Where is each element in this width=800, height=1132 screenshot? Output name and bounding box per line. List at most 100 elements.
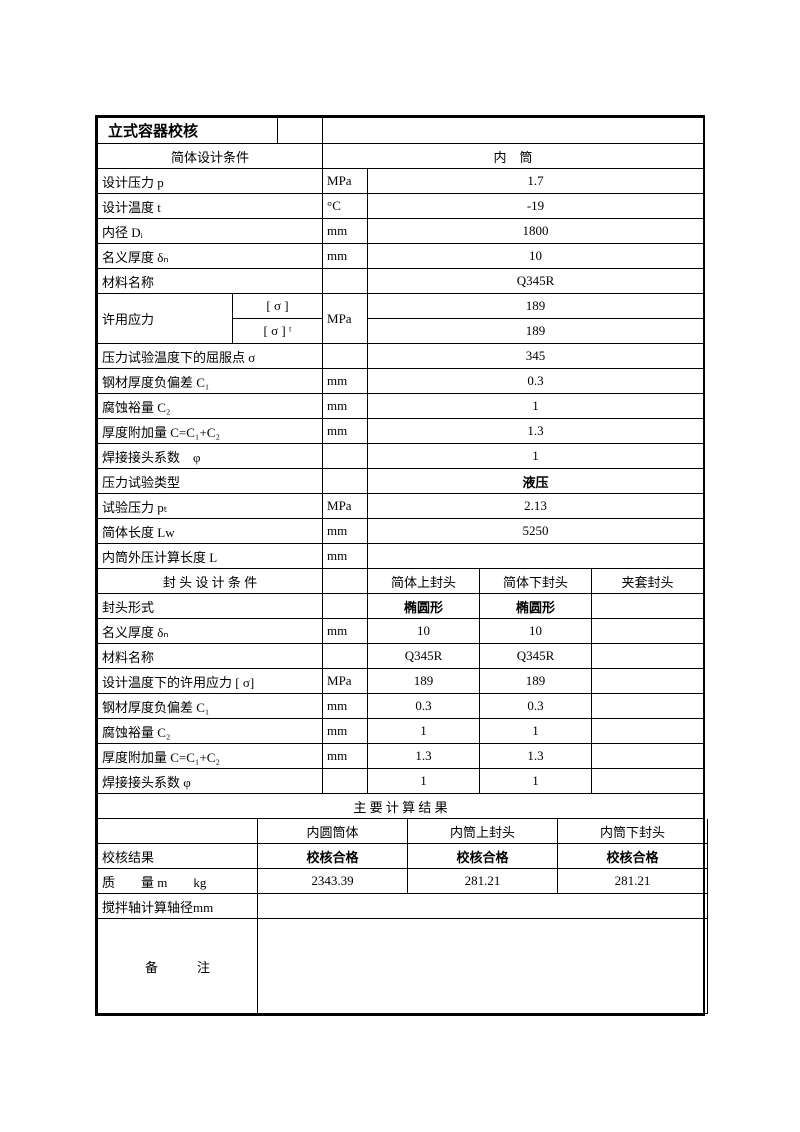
section1-header-row: 简体设计条件 内 筒 <box>98 144 704 169</box>
row-unit: mm <box>323 369 368 394</box>
row-label: 压力试验类型 <box>98 469 323 494</box>
row-unit <box>323 469 368 494</box>
title-blank-2 <box>323 118 704 144</box>
row-unit: mm <box>323 244 368 269</box>
row-v3 <box>592 694 704 719</box>
row-value: 1 <box>368 444 704 469</box>
row-unit: mm <box>323 719 368 744</box>
row-label: 内筒外压计算长度 L <box>98 544 323 569</box>
row-value: Q345R <box>368 269 704 294</box>
table-row: 质 量 m kg 2343.39 281.21 281.21 <box>98 869 708 894</box>
row-v2: 189 <box>480 669 592 694</box>
row-v1: 1.3 <box>368 744 480 769</box>
results-col-3: 内筒下封头 <box>558 819 708 844</box>
shaft-row: 搅拌轴计算轴径mm <box>98 894 708 919</box>
table-row: 压力试验温度下的屈服点 σ 345 <box>98 344 704 369</box>
row-v1: 校核合格 <box>258 844 408 869</box>
row-v3 <box>592 644 704 669</box>
row-label: 材料名称 <box>98 644 323 669</box>
section2-header: 封 头 设 计 条 件 <box>98 569 323 594</box>
title-blank-1 <box>278 118 323 144</box>
page: 立式容器校核 简体设计条件 内 筒 设计压力 p MPa 1.7 设计温度 t … <box>0 0 800 1132</box>
row-label: 名义厚度 δₙ <box>98 619 323 644</box>
row-v2: 1 <box>480 719 592 744</box>
row-unit: mm <box>323 394 368 419</box>
remarks-row: 备 注 <box>98 919 708 1014</box>
row-unit: °C <box>323 194 368 219</box>
row-value: 1.3 <box>368 419 704 444</box>
row-label: 焊接接头系数 φ <box>98 769 323 794</box>
row-label: 质 量 m kg <box>98 869 258 894</box>
shaft-label: 搅拌轴计算轴径mm <box>98 894 258 919</box>
row-label: 厚度附加量 C=C₁+C₂ <box>98 744 323 769</box>
table-row: 设计温度下的许用应力 [ σ] MPa 189 189 <box>98 669 704 694</box>
remarks-value <box>258 919 708 1014</box>
section2-blank <box>323 569 368 594</box>
head-col-1: 简体上封头 <box>368 569 480 594</box>
row-v2: Q345R <box>480 644 592 669</box>
allow-stress-row-1: 许用应力 [ σ ] MPa 189 <box>98 294 704 319</box>
row-unit <box>323 644 368 669</box>
section1-header-left: 简体设计条件 <box>98 144 323 169</box>
row-label: 校核结果 <box>98 844 258 869</box>
results-col-1: 内圆筒体 <box>258 819 408 844</box>
shaft-value <box>258 894 708 919</box>
row-v2: 校核合格 <box>408 844 558 869</box>
table-row: 压力试验类型 液压 <box>98 469 704 494</box>
section2-header-row: 封 头 设 计 条 件 简体上封头 简体下封头 夹套封头 <box>98 569 704 594</box>
row-v2: 281.21 <box>408 869 558 894</box>
row-value: 1 <box>368 394 704 419</box>
table-row: 焊接接头系数 φ 1 1 <box>98 769 704 794</box>
row-label: 简体长度 Lw <box>98 519 323 544</box>
row-v3: 校核合格 <box>558 844 708 869</box>
row-v3 <box>592 744 704 769</box>
results-header: 主 要 计 算 结 果 <box>98 794 704 819</box>
row-value: 5250 <box>368 519 704 544</box>
row-unit: mm <box>323 519 368 544</box>
row-v2: 10 <box>480 619 592 644</box>
verification-sheet: 立式容器校核 简体设计条件 内 筒 设计压力 p MPa 1.7 设计温度 t … <box>95 115 705 1016</box>
row-value: 1800 <box>368 219 704 244</box>
row-value: 液压 <box>368 469 704 494</box>
row-label: 厚度附加量 C=C₁+C₂ <box>98 419 323 444</box>
row-v1: 189 <box>368 669 480 694</box>
row-v1: Q345R <box>368 644 480 669</box>
row-label: 钢材厚度负偏差 C₁ <box>98 694 323 719</box>
row-v1: 2343.39 <box>258 869 408 894</box>
allow-stress-sigma-t: [ σ ] ᵗ <box>233 319 323 344</box>
row-value: 1.7 <box>368 169 704 194</box>
allow-stress-val2: 189 <box>368 319 704 344</box>
row-label: 试验压力 pₜ <box>98 494 323 519</box>
row-v3 <box>592 594 704 619</box>
row-label: 名义厚度 δₙ <box>98 244 323 269</box>
row-v1: 椭圆形 <box>368 594 480 619</box>
row-unit <box>323 344 368 369</box>
row-value: 10 <box>368 244 704 269</box>
row-unit: mm <box>323 419 368 444</box>
row-label: 设计温度下的许用应力 [ σ] <box>98 669 323 694</box>
row-unit: MPa <box>323 669 368 694</box>
main-table: 立式容器校核 简体设计条件 内 筒 设计压力 p MPa 1.7 设计温度 t … <box>97 117 704 819</box>
row-label: 压力试验温度下的屈服点 σ <box>98 344 323 369</box>
table-row: 厚度附加量 C=C₁+C₂ mm 1.3 <box>98 419 704 444</box>
sheet-title: 立式容器校核 <box>98 118 278 144</box>
row-label: 焊接接头系数 φ <box>98 444 323 469</box>
row-unit <box>323 269 368 294</box>
results-blank <box>98 819 258 844</box>
title-row: 立式容器校核 <box>98 118 704 144</box>
row-unit: mm <box>323 744 368 769</box>
row-unit: MPa <box>323 169 368 194</box>
table-row: 钢材厚度负偏差 C₁ mm 0.3 0.3 <box>98 694 704 719</box>
row-value: 345 <box>368 344 704 369</box>
head-col-2: 简体下封头 <box>480 569 592 594</box>
results-header-row: 主 要 计 算 结 果 <box>98 794 704 819</box>
table-row: 腐蚀裕量 C₂ mm 1 1 <box>98 719 704 744</box>
row-unit: mm <box>323 619 368 644</box>
table-row: 名义厚度 δₙ mm 10 10 <box>98 619 704 644</box>
row-value <box>368 544 704 569</box>
allow-stress-val1: 189 <box>368 294 704 319</box>
table-row: 封头形式 椭圆形 椭圆形 <box>98 594 704 619</box>
section1-header-right: 内 筒 <box>323 144 704 169</box>
row-unit: MPa <box>323 494 368 519</box>
results-table: 内圆筒体 内筒上封头 内筒下封头 校核结果 校核合格 校核合格 校核合格 质 量… <box>97 819 708 1014</box>
